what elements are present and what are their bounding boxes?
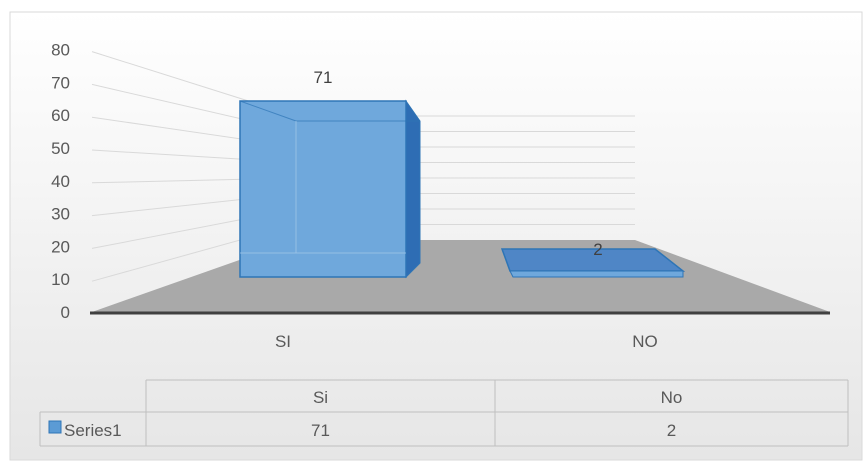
- bar-si: [239, 99, 421, 279]
- bar-side-face: [405, 99, 421, 279]
- data-label: 2: [593, 240, 602, 259]
- bars: [239, 99, 686, 279]
- y-tick-label: 50: [51, 139, 70, 158]
- y-tick-label: 80: [51, 41, 70, 60]
- bar-front-face: [509, 270, 684, 278]
- data-table: Si No 71 2 Series1: [39, 379, 849, 447]
- y-tick-label: 10: [51, 270, 70, 289]
- bar-front-face: [239, 100, 407, 278]
- y-tick-label: 70: [51, 73, 70, 92]
- legend-key-icon: [48, 420, 62, 434]
- table-header-cell: No: [661, 388, 683, 407]
- y-tick-label: 60: [51, 106, 70, 125]
- y-tick-label: 40: [51, 172, 70, 191]
- data-labels: 71 2: [314, 68, 603, 259]
- bar-edge: [239, 100, 297, 122]
- y-tick-label: 0: [61, 303, 70, 322]
- x-tick-label: SI: [275, 332, 291, 351]
- y-tick-label: 30: [51, 205, 70, 224]
- table-value-cell: 71: [311, 421, 330, 440]
- table-value-cell: 2: [667, 421, 676, 440]
- bar-no: [500, 248, 686, 278]
- y-tick-label: 20: [51, 237, 70, 256]
- chart-border: [9, 11, 863, 461]
- x-axis: SI NO: [275, 332, 658, 351]
- y-axis: 0 10 20 30 40 50 60 70 80: [51, 41, 70, 322]
- x-tick-label: NO: [632, 332, 658, 351]
- legend-series-label: Series1: [64, 421, 122, 440]
- table-header-cell: Si: [313, 388, 328, 407]
- data-label: 71: [314, 68, 333, 87]
